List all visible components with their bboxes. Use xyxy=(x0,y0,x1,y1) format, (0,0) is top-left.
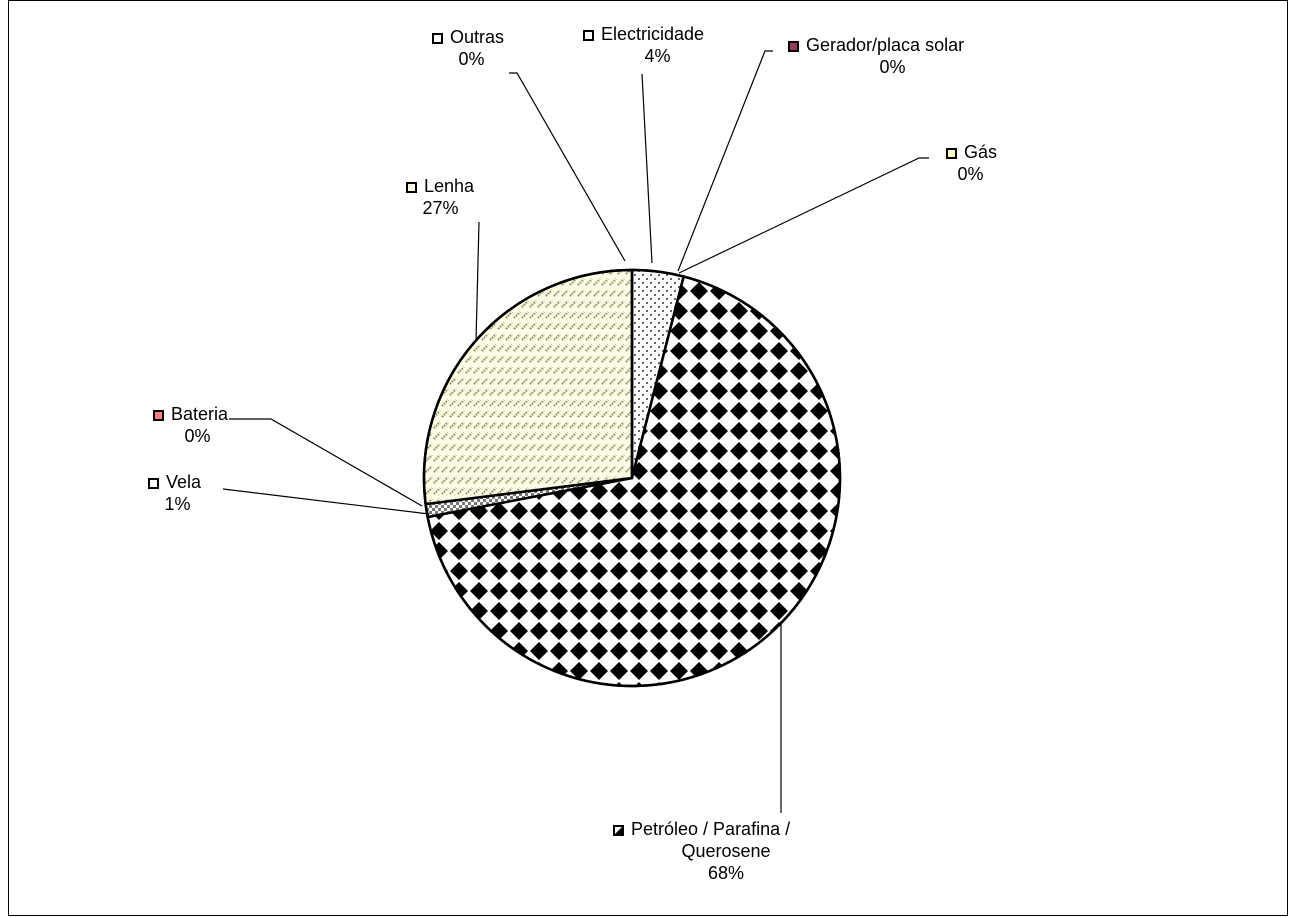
leader-line-bateria xyxy=(229,418,423,507)
slice-percent-g-s: 0% xyxy=(957,164,983,184)
slice-percent-electricidade: 4% xyxy=(644,46,670,66)
slice-label-petr-leo-parafina-querosene-line-2: Querosene xyxy=(681,841,770,861)
legend-key-vela xyxy=(148,478,159,489)
slice-label-outras: Outras xyxy=(450,27,504,47)
slice-percent-petr-leo-parafina-querosene: 68% xyxy=(708,863,744,883)
slice-label-petr-leo-parafina-querosene-line-1: Petróleo / Parafina / xyxy=(631,819,790,839)
leader-line-outras xyxy=(509,72,626,262)
slice-percent-vela: 1% xyxy=(164,494,190,514)
leader-line-gerador-placa-solar xyxy=(677,50,773,272)
leader-line-lenha xyxy=(475,221,480,342)
legend-key-lenha xyxy=(406,182,417,193)
leader-line-g-s xyxy=(678,157,929,274)
legend-key-fill-petr-leo-parafina-querosene xyxy=(614,826,623,835)
slice-label-vela: Vela xyxy=(166,472,202,492)
slice-percent-bateria: 0% xyxy=(184,426,210,446)
slice-label-electricidade: Electricidade xyxy=(601,24,704,44)
leader-line-vela xyxy=(222,488,430,515)
legend-key-electricidade xyxy=(583,30,594,41)
chart-frame: Electricidade 4% Gerador/placa solar 0% Gás 0… xyxy=(8,0,1288,916)
legend-key-gerador-placa-solar xyxy=(788,41,799,52)
leader-line-electricidade xyxy=(641,73,653,264)
pie-slices xyxy=(422,268,842,688)
legend-key-outras xyxy=(432,33,443,44)
slice-label-bateria: Bateria xyxy=(171,404,229,424)
slice-label-lenha: Lenha xyxy=(424,176,475,196)
slice-percent-lenha: 27% xyxy=(422,198,458,218)
pie-slice-lenha xyxy=(422,268,634,506)
slice-label-gerador-placa-solar: Gerador/placa solar xyxy=(806,35,964,55)
slice-percent-outras: 0% xyxy=(458,49,484,69)
legend-key-g-s xyxy=(946,148,957,159)
legend-key-bateria xyxy=(153,410,164,421)
slice-percent-gerador-placa-solar: 0% xyxy=(879,57,905,77)
slice-label-g-s: Gás xyxy=(964,142,997,162)
leader-lines xyxy=(222,50,929,813)
pie-outline xyxy=(422,268,842,688)
